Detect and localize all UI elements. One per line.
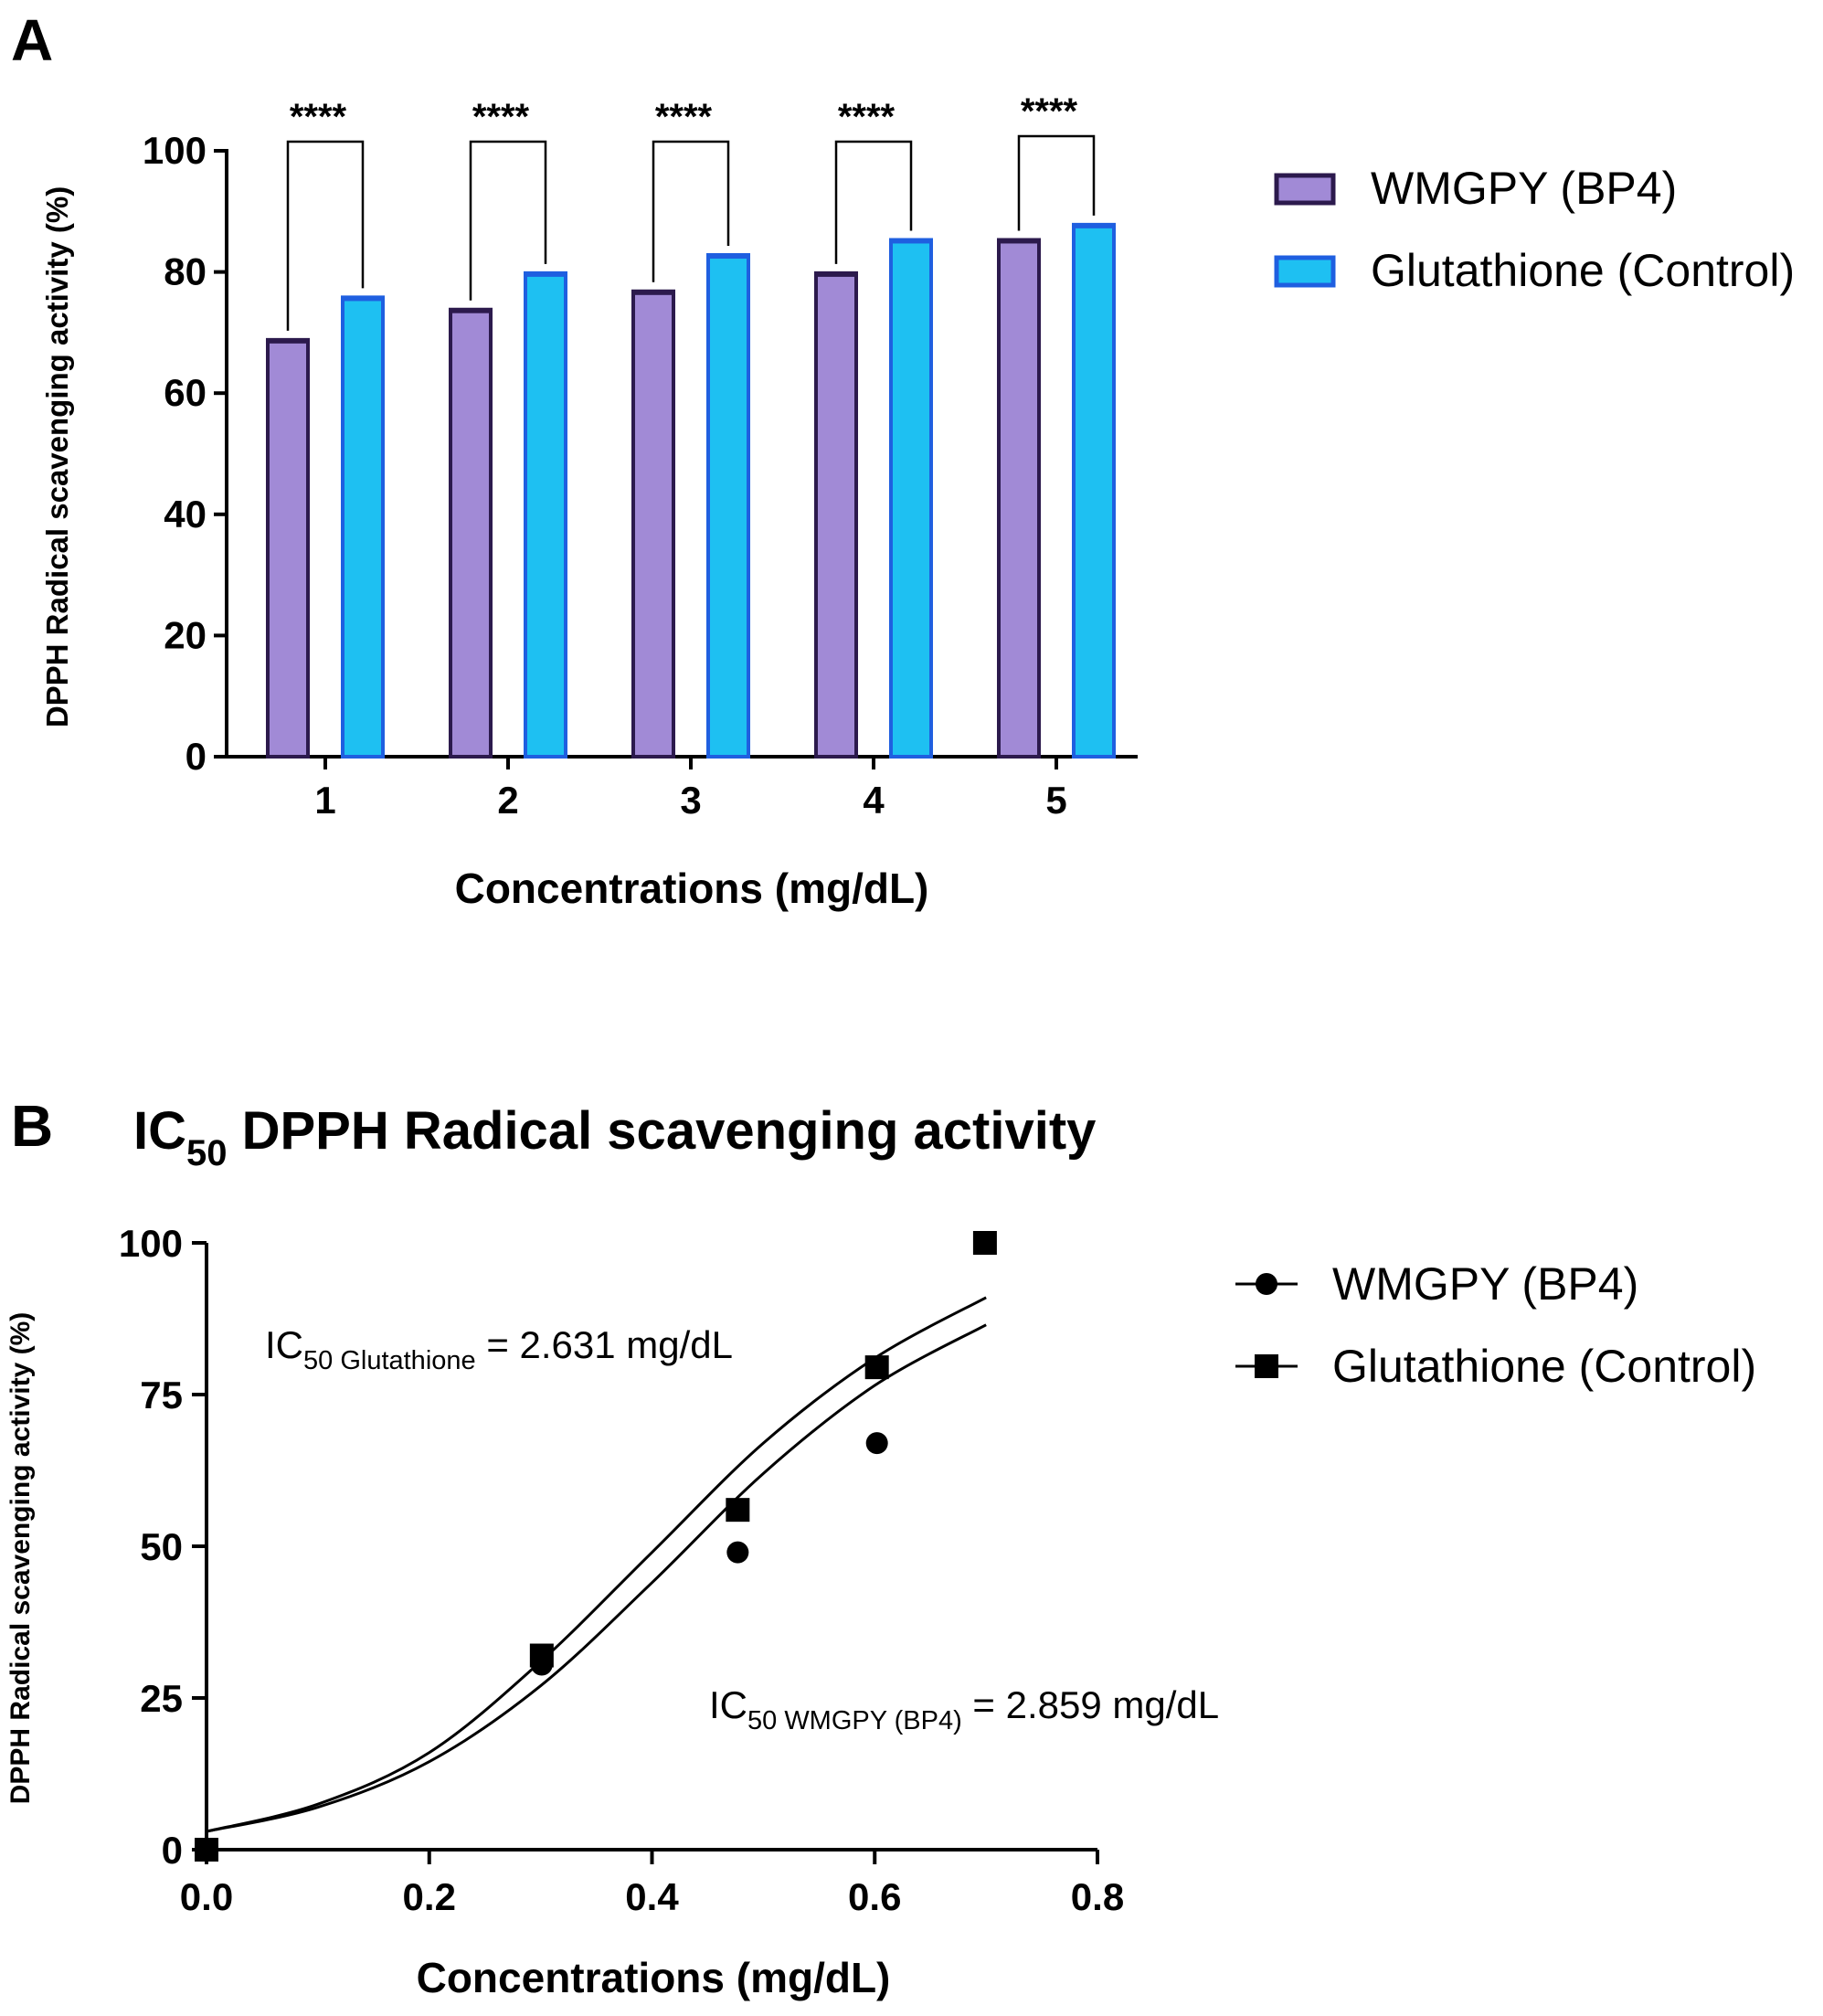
- panel-b-title: IC50 DPPH Radical scavenging activity: [133, 1101, 1096, 1173]
- legend-label: Glutathione (Control): [1332, 1341, 1756, 1392]
- x-tick-label: 0.0: [180, 1875, 233, 1918]
- ic50-glutathione-label: IC50 Glutathione = 2.631 mg/dL: [265, 1323, 733, 1375]
- legend-label: WMGPY (BP4): [1371, 163, 1677, 214]
- data-point-square: [726, 1498, 750, 1523]
- x-tick-label: 0.6: [848, 1875, 901, 1918]
- bar: [706, 255, 750, 759]
- x-tick-label: 0.2: [403, 1875, 456, 1918]
- y-tick-label: 0: [185, 735, 207, 778]
- ic50-wmgpy-main: IC: [709, 1683, 747, 1726]
- data-point-square: [864, 1355, 889, 1380]
- ic50-glutathione-sub: 50 Glutathione: [303, 1346, 476, 1375]
- significance-bracket: [286, 140, 365, 331]
- bar: [997, 239, 1041, 759]
- legend-marker-circle: [1256, 1273, 1277, 1295]
- significance-stars: ****: [655, 97, 713, 137]
- significance-stars: ****: [290, 97, 347, 137]
- legend-label: Glutathione (Control): [1371, 245, 1795, 296]
- legend-marker-square: [1255, 1354, 1278, 1378]
- ic50-glutathione-main: IC: [265, 1323, 303, 1366]
- x-tick-label: 3: [680, 779, 701, 822]
- bar: [524, 272, 567, 759]
- data-point-square: [195, 1838, 218, 1862]
- ic50-wmgpy-value: = 2.859 mg/dL: [962, 1683, 1219, 1726]
- x-tick-label: 5: [1045, 779, 1066, 822]
- bar: [631, 291, 675, 759]
- significance-bracket: [652, 140, 730, 282]
- significance-stars: ****: [1021, 91, 1078, 132]
- bar: [1072, 224, 1116, 759]
- data-point-circle: [726, 1541, 749, 1564]
- bar: [266, 339, 310, 759]
- x-tick-label: 1: [314, 779, 335, 822]
- y-tick-label: 100: [143, 129, 207, 172]
- panel-b-ylabel: DPPH Radical scavenging activity (%): [5, 1312, 36, 1805]
- bar: [449, 309, 493, 759]
- y-tick-label: 50: [140, 1525, 183, 1568]
- significance-bracket: [1017, 134, 1096, 231]
- legend-swatch: [1274, 255, 1336, 288]
- panel-a-chart: 0 20 40 60 80 100 1 **** 2 **** 3 **** 4 **** 5 ****: [143, 91, 1138, 822]
- y-tick-label: 20: [164, 613, 207, 656]
- significance-stars: ****: [838, 97, 896, 137]
- y-tick-label: 40: [164, 493, 207, 536]
- y-tick-label: 60: [164, 371, 207, 414]
- panel-b-title-sub: 50: [186, 1133, 228, 1173]
- panel-a-ylabel: DPPH Radical scavenging activity (%): [40, 186, 74, 727]
- fit-curve: [206, 1323, 987, 1833]
- y-tick-label: 25: [140, 1677, 183, 1720]
- x-tick-label: 0.4: [625, 1875, 679, 1918]
- x-tick-label: 4: [863, 779, 885, 822]
- significance-bracket: [834, 140, 913, 264]
- significance-bracket: [469, 140, 547, 301]
- x-tick-label: 2: [497, 779, 518, 822]
- bar: [814, 272, 858, 759]
- bar: [341, 297, 385, 759]
- y-tick-label: 0: [162, 1829, 183, 1872]
- panel-b-letter: B: [11, 1093, 53, 1159]
- y-tick-label: 75: [140, 1374, 183, 1417]
- panel-b-title-rest: DPPH Radical scavenging activity: [228, 1101, 1097, 1161]
- x-tick-label: 0.8: [1071, 1875, 1124, 1918]
- legend-swatch: [1274, 173, 1336, 206]
- panel-b-chart: 0 25 50 75 100 0.0 0.2 0.4 0.6 0.8: [119, 1222, 1124, 1918]
- data-point-circle: [865, 1432, 888, 1455]
- panel-a-letter: A: [11, 7, 53, 73]
- significance-stars: ****: [472, 97, 530, 137]
- panel-b-legend: WMGPY (BP4) Glutathione (Control): [1235, 1258, 1756, 1392]
- y-tick-label: 80: [164, 250, 207, 293]
- fit-curve: [206, 1296, 987, 1833]
- panel-b-xlabel: Concentrations (mg/dL): [417, 1954, 891, 2001]
- panel-a-legend: WMGPY (BP4) Glutathione (Control): [1274, 163, 1795, 296]
- data-point-square: [972, 1231, 997, 1255]
- bar: [889, 239, 933, 759]
- data-point-square: [529, 1643, 554, 1668]
- ic50-wmgpy-sub: 50 WMGPY (BP4): [747, 1706, 962, 1735]
- ic50-wmgpy-label: IC50 WMGPY (BP4) = 2.859 mg/dL: [709, 1683, 1219, 1735]
- panel-a-xlabel: Concentrations (mg/dL): [455, 865, 929, 912]
- y-tick-label: 100: [119, 1222, 183, 1265]
- ic50-glutathione-value: = 2.631 mg/dL: [476, 1323, 733, 1366]
- legend-label: WMGPY (BP4): [1332, 1258, 1638, 1310]
- panel-b-title-main: IC: [133, 1101, 186, 1161]
